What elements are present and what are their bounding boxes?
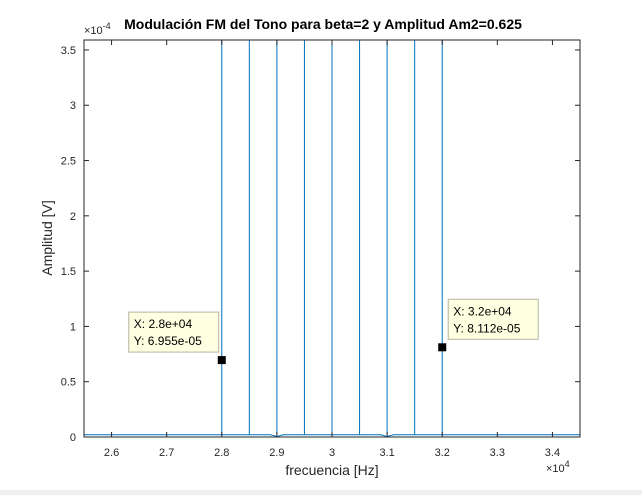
x-tick-label: 3.3 — [490, 447, 505, 459]
x-tick-label: 2.6 — [104, 447, 119, 459]
datatips: X: 2.8e+04 Y: 6.955e-05 X: 3.2e+04 Y: 8.112… — [128, 298, 539, 365]
x-axis-ticks: 2.6 2.7 2.8 2.9 3 3.1 3.2 3.3 3.4 — [104, 40, 560, 459]
datatip-x-text: X: 2.8e+04 — [134, 317, 193, 331]
y-tick-label: 2.5 — [61, 156, 76, 168]
y-exponent-label: ×10-4 — [84, 21, 111, 37]
y-tick-label: 0.5 — [61, 377, 76, 389]
y-tick-label: 3 — [70, 100, 76, 112]
datatip-x-text: X: 3.2e+04 — [453, 304, 512, 318]
x-tick-label: 3.1 — [379, 447, 394, 459]
x-exponent-power: 4 — [565, 459, 570, 469]
x-tick-label: 2.8 — [214, 447, 229, 459]
datatip-box[interactable] — [128, 311, 220, 353]
datatip-marker[interactable] — [217, 356, 226, 365]
y-axis-ticks: 0 0.5 1 1.5 2 2.5 3 3.5 — [61, 45, 580, 444]
y-exponent-base: ×10 — [84, 25, 103, 37]
datatip-y-text: Y: 8.112e-05 — [453, 321, 520, 335]
datatip-y-text: Y: 6.955e-05 — [134, 334, 202, 348]
y-tick-label: 3.5 — [61, 45, 76, 57]
svg-text:×10-4: ×10-4 — [84, 21, 111, 37]
x-tick-label: 3.2 — [435, 447, 450, 459]
y-tick-label: 2 — [70, 211, 76, 223]
x-tick-label: 2.9 — [269, 447, 284, 459]
datatip-box[interactable] — [447, 298, 539, 340]
x-axis-label: frecuencia [Hz] — [285, 462, 378, 478]
svg-text:×104: ×104 — [546, 459, 570, 475]
y-tick-label: 0 — [70, 432, 76, 444]
y-exponent-power: -4 — [103, 21, 111, 31]
y-tick-label: 1 — [70, 321, 76, 333]
y-axis-label: Amplitud [V] — [39, 200, 55, 275]
x-tick-label: 2.7 — [159, 447, 174, 459]
x-exponent-base: ×10 — [546, 463, 565, 475]
y-tick-label: 1.5 — [61, 266, 76, 278]
x-exponent-label: ×104 — [546, 459, 570, 475]
x-tick-label: 3.4 — [545, 447, 560, 459]
x-tick-label: 3 — [329, 447, 335, 459]
datatip-marker[interactable] — [438, 343, 447, 352]
chart-title: Modulación FM del Tono para beta=2 y Amp… — [124, 16, 522, 32]
